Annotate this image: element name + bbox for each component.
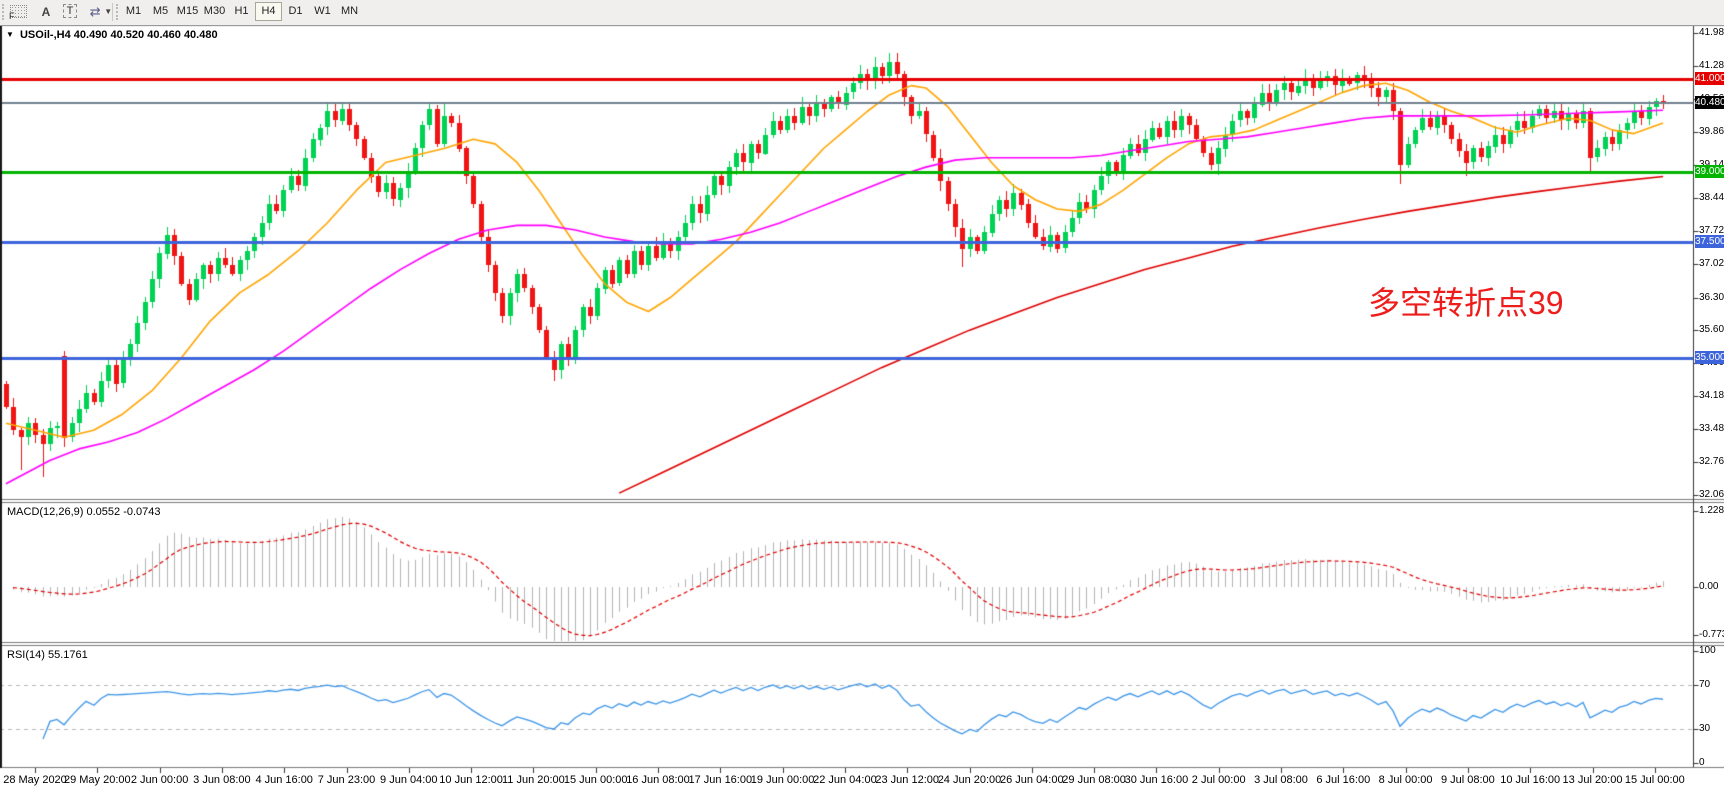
textbox-icon: T <box>62 4 78 18</box>
time-tick-label: 23 Jun 12:00 <box>875 774 939 786</box>
text-label-tool-button[interactable]: A <box>41 5 51 19</box>
rsi-tick-label: 100 <box>1699 645 1716 656</box>
macd-value-signal: -0.0743 <box>123 506 161 518</box>
textbox-tool-button[interactable]: T <box>60 3 80 21</box>
time-tick-label: 9 Jul 08:00 <box>1440 774 1495 786</box>
time-tick-label: 7 Jun 23:00 <box>317 774 376 786</box>
symbol-label: USOil-,H4 <box>19 29 71 41</box>
price-tick-label: 37.720 <box>1699 225 1724 236</box>
price-tick-label: 33.480 <box>1699 423 1724 434</box>
timeframe-group-gripper[interactable] <box>116 4 121 20</box>
price-tick-label: 37.020 <box>1699 258 1724 269</box>
ohlc-close: 40.480 <box>183 29 218 41</box>
chevron-down-icon: ▼ <box>104 7 113 16</box>
price-tick-label: 41.980 <box>1699 27 1724 38</box>
price-tick-label: 35.600 <box>1699 324 1724 335</box>
time-tick-label: 24 Jun 20:00 <box>937 774 1002 786</box>
chart-annotation-text: 多空转折点39 <box>1368 285 1564 321</box>
time-tick-label: 2 Jul 00:00 <box>1191 774 1246 786</box>
time-tick-label: 9 Jun 04:00 <box>380 774 438 786</box>
time-tick-label: 29 Jun 08:00 <box>1062 774 1126 786</box>
time-tick-label: 15 Jun 00:00 <box>563 774 628 786</box>
time-tick-label: 26 Jun 04:00 <box>999 774 1064 786</box>
macd-value-main: 0.0552 <box>86 506 121 518</box>
macd-name: MACD(12,26,9) <box>7 506 84 518</box>
ohlc-high: 40.520 <box>110 29 145 41</box>
timeframe-button-mn[interactable]: MN <box>340 5 359 17</box>
price-tick-label: 39.140 <box>1699 159 1724 170</box>
time-tick-label: 29 May 20:00 <box>63 774 131 786</box>
time-tick-label: 4 Jun 16:00 <box>255 774 313 786</box>
toolbar: F A T ⇄ ▼ M1 M5 M15 M30 H1 H4 D1 W1 MN <box>0 0 1724 26</box>
rsi-label: RSI(14) 55.1761 <box>7 649 88 661</box>
time-tick-label: 16 Jun 08:00 <box>626 774 690 786</box>
ohlc-low: 40.460 <box>147 29 181 41</box>
time-tick-label: 6 Jul 16:00 <box>1316 774 1371 786</box>
chart-title: ▼ USOil-,H4 40.490 40.520 40.460 40.480 <box>6 29 218 41</box>
timeframe-button-h1[interactable]: H1 <box>234 5 249 17</box>
price-tick-label: 39.860 <box>1699 126 1724 137</box>
symbol-dropdown-icon[interactable]: ▼ <box>6 30 14 39</box>
price-level-badge: 35.000 <box>1695 351 1724 364</box>
price-level-badge: 41.000 <box>1695 72 1724 85</box>
macd-tick-label: 0.00 <box>1699 581 1719 592</box>
rsi-value: 55.1761 <box>47 649 88 661</box>
price-tick-label: 34.180 <box>1699 390 1724 401</box>
time-tick-label: 30 Jun 16:00 <box>1124 774 1189 786</box>
time-tick-label: 8 Jul 00:00 <box>1378 774 1433 786</box>
macd-tick-label: -0.7738 <box>1699 629 1724 640</box>
time-tick-label: 22 Jun 04:00 <box>813 774 877 786</box>
dotted-grid-icon <box>10 5 27 18</box>
timeframe-button-w1[interactable]: W1 <box>314 5 331 17</box>
timeframe-button-m30[interactable]: M30 <box>203 5 226 17</box>
cycle-arrows-icon: ⇄ <box>89 4 101 19</box>
price-tick-label: 32.060 <box>1699 489 1724 500</box>
time-tick-label: 17 Jun 16:00 <box>688 774 753 786</box>
price-level-badge: 37.500 <box>1695 235 1724 248</box>
timeframe-button-m1[interactable]: M1 <box>125 5 142 17</box>
grid-properties-icon[interactable]: F <box>8 3 30 21</box>
macd-tick-label: 1.2281 <box>1699 505 1724 516</box>
price-tick-label: 36.300 <box>1699 292 1724 303</box>
time-tick-label: 15 Jul 00:00 <box>1624 774 1685 786</box>
rsi-tick-label: 30 <box>1699 723 1711 734</box>
timeframe-button-h4[interactable]: H4 <box>255 2 282 21</box>
current-price-badge: 40.480 <box>1695 96 1724 109</box>
timeframe-button-d1[interactable]: D1 <box>288 5 303 17</box>
time-tick-label: 10 Jul 16:00 <box>1500 774 1561 786</box>
timeframe-button-m5[interactable]: M5 <box>152 5 169 17</box>
time-tick-label: 11 Jun 20:00 <box>501 774 565 786</box>
grid-letter: F <box>9 11 15 21</box>
price-tick-label: 41.280 <box>1699 60 1724 71</box>
time-tick-label: 3 Jun 08:00 <box>193 774 251 786</box>
rsi-tick-label: 0 <box>1699 757 1705 768</box>
macd-label: MACD(12,26,9) 0.0552 -0.0743 <box>7 506 161 518</box>
price-tick-label: 38.440 <box>1699 192 1724 203</box>
rsi-name: RSI(14) <box>7 649 45 661</box>
toolbar-separator <box>112 3 113 21</box>
ohlc-open: 40.490 <box>73 29 108 41</box>
time-tick-label: 10 Jun 12:00 <box>439 774 503 786</box>
time-tick-label: 28 May 2020 <box>3 774 67 786</box>
cycle-symbols-button[interactable]: ⇄ ▼ <box>86 3 116 22</box>
rsi-tick-label: 70 <box>1699 679 1711 690</box>
time-tick-label: 19 Jun 00:00 <box>750 774 815 786</box>
price-tick-label: 32.760 <box>1699 456 1724 467</box>
price-level-badge: 39.000 <box>1695 165 1724 178</box>
time-tick-label: 3 Jul 08:00 <box>1254 774 1308 786</box>
timeframe-button-m15[interactable]: M15 <box>176 5 199 17</box>
toolbar-gripper[interactable] <box>2 4 7 20</box>
time-tick-label: 13 Jul 20:00 <box>1562 774 1623 786</box>
time-tick-label: 2 Jun 00:00 <box>130 774 189 786</box>
